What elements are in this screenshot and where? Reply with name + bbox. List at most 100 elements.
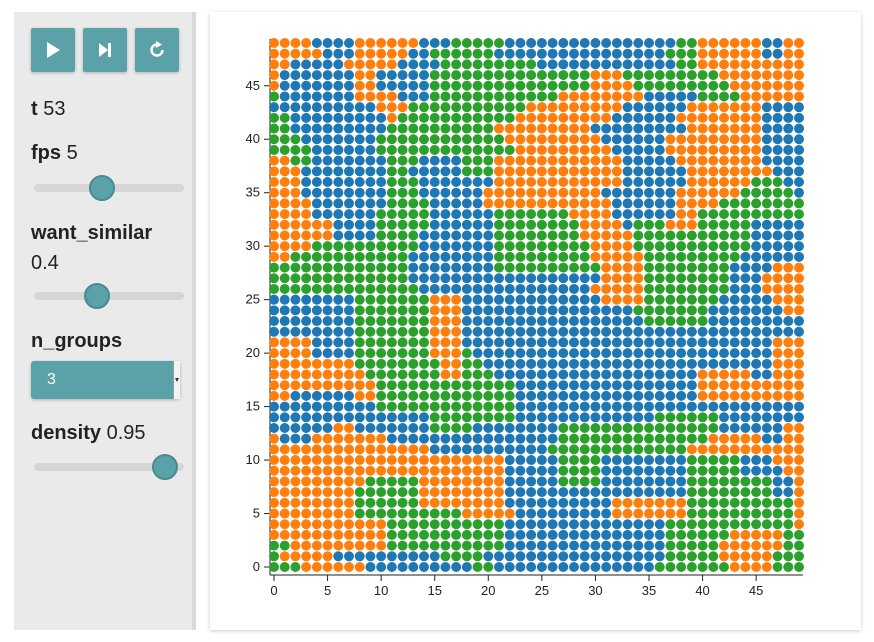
want-similar-slider-thumb[interactable] — [84, 283, 110, 309]
agent-dot — [644, 294, 654, 305]
agent-dot — [644, 316, 654, 327]
agent-dot — [601, 230, 612, 241]
agent-dot — [526, 519, 537, 530]
fps-label: fps — [31, 142, 61, 164]
agent-dot — [708, 230, 719, 241]
agent-dot — [579, 241, 590, 252]
want-similar-slider[interactable] — [34, 283, 184, 309]
agent-dot — [536, 487, 547, 498]
agent-dot — [419, 262, 429, 273]
agent-dot — [504, 358, 515, 369]
agent-dot — [719, 294, 729, 305]
agent-dot — [590, 112, 601, 123]
agent-dot — [569, 476, 579, 487]
agent-dot — [665, 177, 676, 188]
agent-dot — [761, 219, 772, 230]
agent-dot — [547, 283, 558, 294]
agent-dot — [311, 198, 322, 209]
agent-dot — [376, 519, 387, 530]
agent-dot — [483, 326, 494, 337]
agent-dot — [622, 337, 633, 348]
agent-dot — [622, 358, 633, 369]
agent-dot — [408, 519, 419, 530]
agent-dot — [290, 455, 301, 466]
agent-dot — [504, 551, 515, 562]
agent-dot — [761, 177, 772, 188]
agent-dot — [461, 305, 472, 316]
agent-dot — [579, 230, 590, 241]
agent-dot — [708, 337, 719, 348]
agent-dot — [429, 59, 440, 70]
agent-dot — [386, 166, 397, 177]
agent-dot — [729, 273, 740, 284]
agent-dot — [708, 187, 719, 198]
agent-dot — [772, 209, 783, 220]
agent-dot — [301, 444, 312, 455]
density-slider-thumb[interactable] — [151, 454, 178, 480]
agent-dot — [708, 80, 719, 91]
agent-dot — [386, 487, 397, 498]
n-groups-select[interactable]: 3 — [31, 361, 180, 399]
agent-dot — [601, 551, 612, 562]
agent-dot — [365, 177, 376, 188]
agent-dot — [494, 508, 504, 519]
agent-dot — [708, 241, 719, 252]
agent-dot — [794, 144, 804, 155]
agent-dot — [686, 219, 697, 230]
agent-dot — [547, 487, 558, 498]
agent-dot — [579, 508, 590, 519]
agent-dot — [644, 508, 654, 519]
agent-dot — [386, 540, 397, 551]
agent-dot — [772, 465, 783, 476]
agent-dot — [322, 91, 333, 102]
agent-dot — [654, 508, 665, 519]
agent-dot — [376, 540, 387, 551]
agent-dot — [290, 326, 301, 337]
agent-dot — [601, 487, 612, 498]
agent-dot — [311, 540, 322, 551]
agent-dot — [483, 476, 494, 487]
agent-dot — [354, 412, 365, 423]
agent-dot — [579, 562, 590, 572]
agent-dot — [344, 123, 354, 134]
agent-dot — [676, 262, 687, 273]
play-button[interactable] — [31, 28, 75, 72]
agent-dot — [794, 305, 804, 316]
agent-dot — [761, 401, 772, 412]
agent-dot — [483, 487, 494, 498]
agent-dot — [686, 455, 697, 466]
agent-dot — [751, 390, 762, 401]
agent-dot — [536, 198, 547, 209]
agent-dot — [269, 508, 279, 519]
agent-dot — [772, 551, 783, 562]
agent-dot — [783, 337, 794, 348]
agent-dot — [408, 262, 419, 273]
agent-dot — [322, 70, 333, 81]
agent-dot — [451, 70, 462, 81]
reset-button[interactable] — [135, 28, 179, 72]
density-slider[interactable] — [34, 454, 184, 480]
agent-dot — [311, 433, 322, 444]
agent-dot — [354, 316, 365, 327]
agent-dot — [569, 508, 579, 519]
agent-dot — [547, 112, 558, 123]
agent-dot — [311, 519, 322, 530]
agent-dot — [483, 59, 494, 70]
agent-dot — [772, 476, 783, 487]
agent-dot — [708, 369, 719, 380]
agent-dot — [269, 316, 279, 327]
fps-slider[interactable] — [34, 175, 184, 201]
agent-dot — [526, 476, 537, 487]
agent-dot — [590, 187, 601, 198]
fps-slider-thumb[interactable] — [88, 175, 115, 201]
step-button[interactable] — [83, 28, 127, 72]
agent-dot — [451, 251, 462, 262]
agent-dot — [504, 48, 515, 59]
agent-dot — [429, 497, 440, 508]
agent-dot — [311, 59, 322, 70]
chevron-down-icon[interactable] — [173, 361, 180, 399]
agent-dot — [558, 562, 569, 572]
agent-dot — [611, 294, 622, 305]
agent-dot — [440, 219, 451, 230]
agent-dot — [633, 487, 644, 498]
